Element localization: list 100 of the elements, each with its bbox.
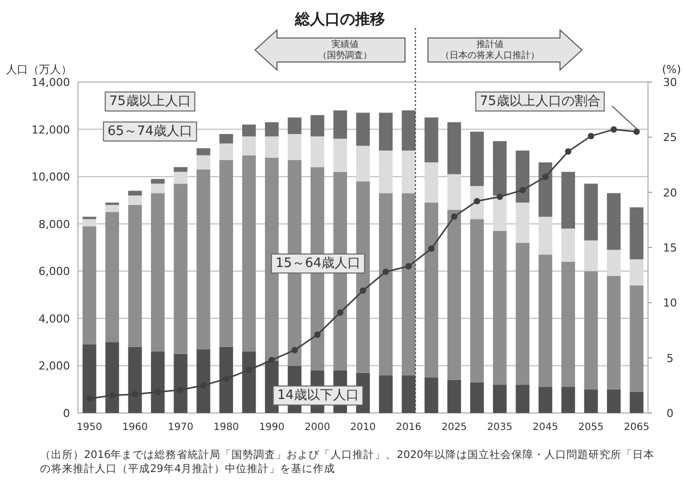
bar — [310, 136, 324, 168]
bar — [402, 150, 416, 194]
bar — [219, 346, 234, 413]
bar — [424, 162, 438, 203]
point — [474, 198, 480, 204]
text: （出所）2016年までは総務省統計局「国勢調査」および「人口推計」、2020年以降は国立社会保障・人口問題研究所「日本の将来推計人口（平成29年4月推計）中位推計」を基に作成 — [40, 448, 656, 476]
x-tick-label: 2016 — [396, 422, 422, 433]
bar — [82, 226, 96, 344]
text: （国勢調査） — [318, 50, 372, 61]
bar — [516, 150, 530, 203]
bar — [516, 384, 530, 413]
y2-tick-label: 10 — [663, 296, 677, 310]
bar — [174, 354, 188, 413]
point — [405, 263, 412, 270]
bar — [150, 184, 165, 194]
y-tick-label: 8,000 — [38, 218, 70, 231]
text: 実績値 — [332, 39, 358, 50]
point — [268, 356, 275, 364]
bar — [356, 112, 370, 146]
x-tick-label: 1960 — [122, 422, 148, 433]
bar — [584, 389, 598, 413]
text: 推計値 — [476, 39, 504, 50]
bar — [516, 242, 530, 385]
bar — [630, 285, 644, 392]
bar — [470, 132, 484, 186]
bar — [378, 150, 393, 194]
bar — [378, 375, 393, 413]
bar — [584, 240, 598, 272]
point — [519, 186, 526, 194]
bar — [264, 158, 279, 361]
bar — [630, 392, 644, 413]
bar — [538, 386, 552, 413]
bar — [219, 143, 234, 160]
bar — [333, 138, 348, 172]
bar — [242, 136, 256, 156]
y2-tick-label: 30 — [663, 76, 677, 89]
bar — [128, 190, 142, 196]
y-tick-label: 4,000 — [38, 312, 70, 326]
bar — [242, 155, 256, 352]
bar — [128, 195, 142, 205]
bar — [561, 228, 576, 262]
bar — [561, 386, 576, 413]
bar — [288, 117, 302, 134]
bar — [584, 184, 598, 240]
bar — [424, 202, 438, 378]
bar — [538, 216, 552, 255]
text: 75歳以上人口 — [109, 94, 191, 109]
bar — [219, 160, 234, 347]
x-tick-label: 2010 — [350, 422, 376, 433]
bar — [378, 112, 393, 151]
bar — [264, 136, 279, 158]
bar — [606, 250, 621, 276]
bar — [196, 155, 210, 170]
x-tick-label: 1950 — [76, 422, 102, 433]
bar — [105, 212, 120, 342]
bar — [606, 276, 621, 390]
bar — [242, 352, 256, 413]
bar — [174, 167, 188, 172]
bar — [402, 193, 416, 376]
bar — [196, 169, 210, 350]
bar — [492, 384, 507, 413]
bar — [82, 219, 96, 226]
point — [565, 148, 572, 155]
series-label: 14歳以下人口 — [277, 388, 359, 403]
bar — [219, 134, 234, 144]
bar — [606, 193, 621, 250]
bar — [424, 378, 438, 413]
x-tick-label: 2000 — [304, 422, 330, 433]
text: （日本の将来人口推計） — [440, 50, 540, 61]
point — [360, 287, 366, 294]
bar — [264, 122, 279, 136]
y2-tick-label: 25 — [663, 131, 677, 144]
x-tick-label: 2025 — [441, 422, 467, 433]
point — [451, 213, 458, 220]
y-tick-label: 2,000 — [38, 360, 70, 373]
bar — [105, 342, 120, 413]
series-label: 15～64歳人口 — [275, 256, 361, 271]
bar — [378, 193, 393, 376]
x-tick-label: 1990 — [259, 422, 285, 433]
y2-tick-label: 5 — [666, 352, 674, 365]
bar — [470, 219, 484, 382]
chart-title: 総人口の推移 — [294, 10, 385, 28]
bar — [538, 254, 552, 387]
bar — [174, 184, 188, 354]
bar — [516, 202, 530, 243]
series-label: 65～74歳人口 — [107, 124, 193, 139]
bar — [630, 259, 644, 286]
bar — [174, 172, 188, 184]
y-axis-title: 人口（万人） — [6, 63, 72, 76]
bar — [630, 207, 644, 260]
bar — [538, 162, 552, 217]
bar — [492, 230, 507, 385]
bar — [128, 346, 142, 413]
bar — [492, 141, 507, 196]
point — [337, 309, 344, 316]
bar — [470, 382, 484, 413]
y2-tick-label: 0 — [666, 407, 674, 420]
bar — [424, 117, 438, 162]
y-tick-label: 14,000 — [32, 76, 70, 89]
y-tick-label: 10,000 — [32, 170, 70, 184]
